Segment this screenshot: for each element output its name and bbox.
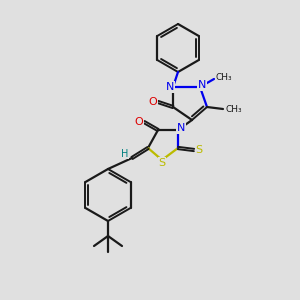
Text: N: N bbox=[198, 80, 206, 90]
Text: CH₃: CH₃ bbox=[226, 104, 242, 113]
Text: N: N bbox=[166, 82, 174, 92]
Text: O: O bbox=[135, 117, 143, 127]
Text: O: O bbox=[148, 97, 158, 107]
Text: S: S bbox=[195, 145, 203, 155]
Text: H: H bbox=[121, 149, 129, 159]
Text: CH₃: CH₃ bbox=[216, 73, 232, 82]
Text: N: N bbox=[177, 123, 185, 133]
Text: S: S bbox=[158, 158, 166, 168]
